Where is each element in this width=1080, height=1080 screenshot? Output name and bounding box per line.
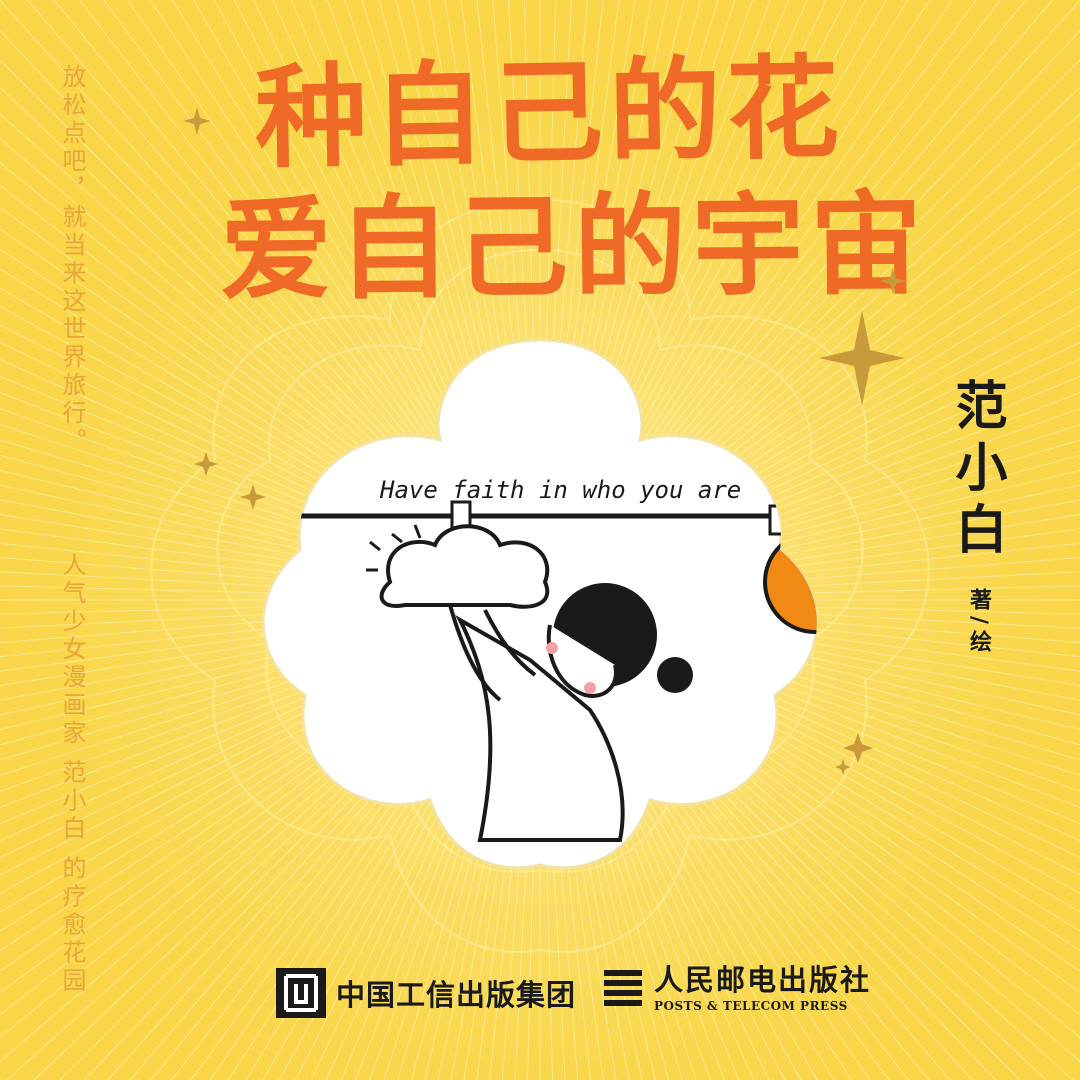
tagline-column-1: 放松点吧，就当来这世界旅行。 — [58, 64, 86, 456]
ptpress-logo-icon — [604, 970, 642, 1006]
tagline-column-2: 人气少女漫画家 范小白 的疗愈花园 — [58, 552, 86, 996]
illustration-caption: Have faith in who you are — [379, 476, 741, 504]
publisher-right-english: POSTS & TELECOM PRESS — [654, 998, 848, 1013]
miit-logo-icon — [276, 968, 326, 1018]
author-role: 著/绘 — [966, 588, 991, 659]
title-line-2: 爱自己的宇宙 — [219, 179, 929, 317]
publisher-right: 人民邮电出版社 POSTS & TELECOM PRESS — [600, 962, 871, 1016]
author-name: 范小白 — [946, 378, 1006, 564]
publisher-left-name: 中国工信出版集团 — [336, 978, 577, 1012]
title-line-1: 种自己的花 — [253, 43, 847, 185]
publisher-left: 中国工信出版集团 — [274, 966, 576, 1020]
flower-illustration: Have faith in who you are — [261, 338, 819, 870]
publisher-right-name: 人民邮电出版社 — [654, 963, 872, 998]
